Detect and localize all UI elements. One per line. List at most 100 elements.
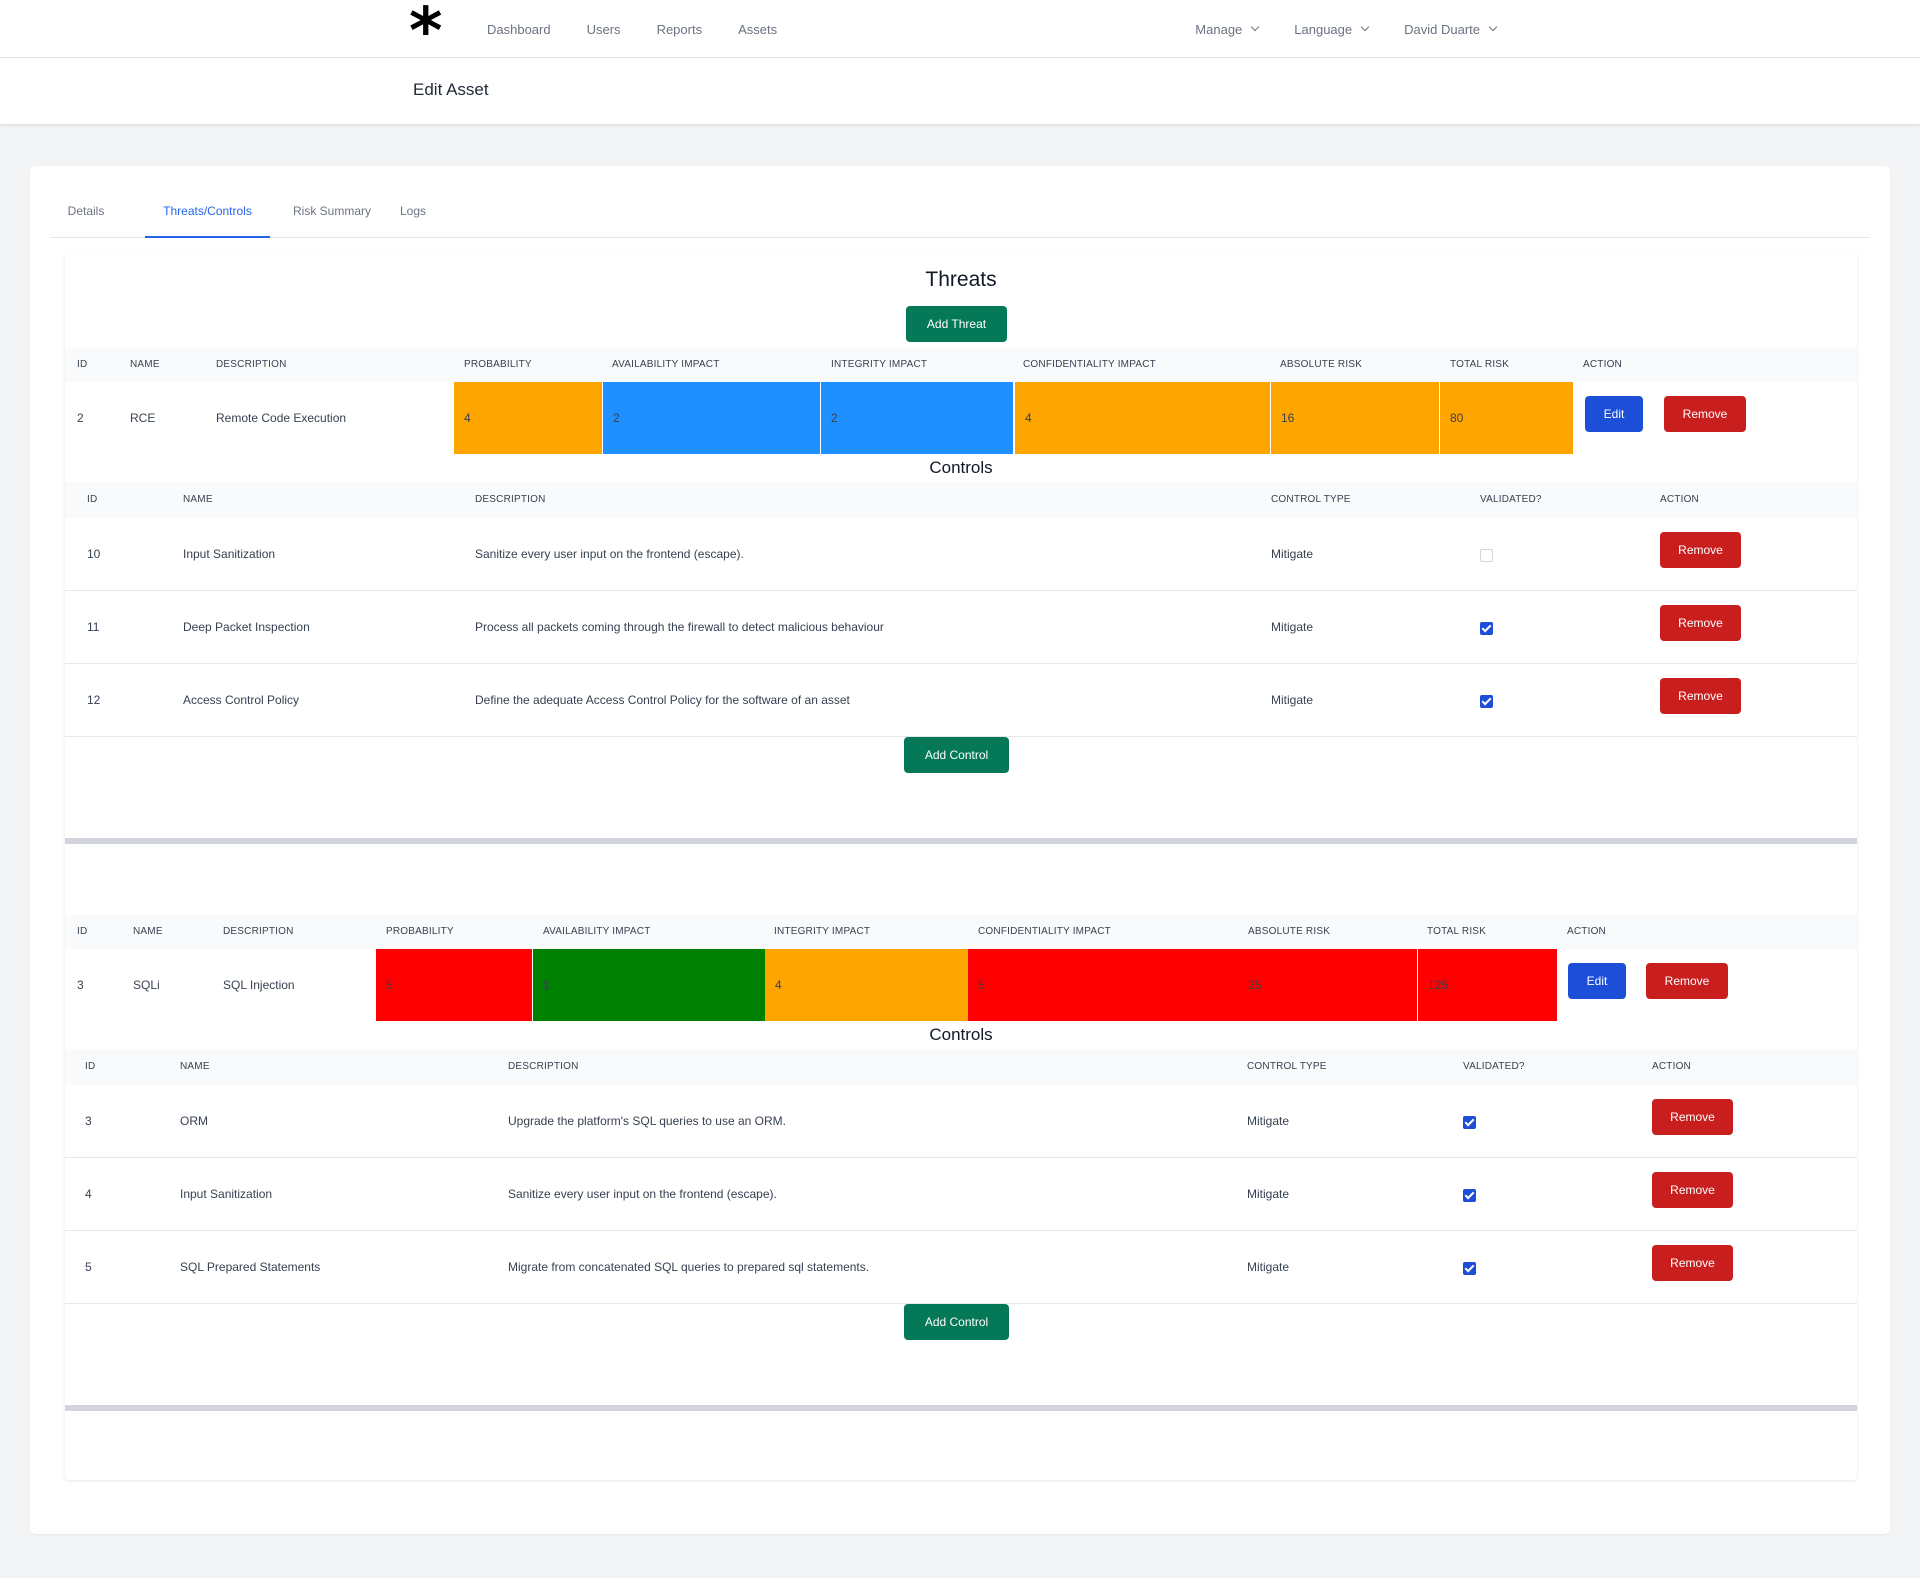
controls-title: Controls — [929, 458, 993, 477]
column-header: ACTION — [1660, 494, 1699, 505]
tab-bar: Details Threats/Controls Risk Summary Lo… — [50, 196, 1870, 238]
chevron-down-icon — [1360, 22, 1370, 32]
validated-checkbox[interactable] — [1463, 1189, 1476, 1202]
manage-label: Manage — [1195, 21, 1243, 37]
tab-details[interactable]: Details — [67, 204, 105, 218]
language-dropdown[interactable]: Language — [1294, 22, 1370, 37]
remove-control-button[interactable]: Remove — [1652, 1099, 1733, 1135]
control-name: Deep Packet Inspection — [183, 620, 310, 634]
threat-id: 3 — [77, 978, 84, 992]
threat-table-header: ID NAME DESCRIPTION PROBABILITY AVAILABILITY… — [65, 915, 1857, 949]
threat-probability-cell: 5 — [376, 949, 532, 1021]
page-title: Edit Asset — [413, 80, 489, 99]
remove-threat-button[interactable]: Remove — [1664, 396, 1746, 432]
column-header: TOTAL RISK — [1450, 359, 1510, 370]
remove-control-button[interactable]: Remove — [1652, 1245, 1733, 1281]
threat-description: Remote Code Execution — [216, 411, 347, 425]
nav-dropdowns: Manage Language David Duarte — [1159, 0, 1498, 58]
column-header: DESCRIPTION — [508, 1061, 579, 1072]
edit-threat-button[interactable]: Edit — [1585, 396, 1643, 432]
controls-title: Controls — [929, 1025, 993, 1044]
control-id: 3 — [85, 1114, 92, 1128]
threat-availability-cell: 2 — [603, 382, 820, 454]
column-header: INTEGRITY IMPACT — [831, 359, 928, 370]
control-id: 10 — [87, 547, 101, 561]
column-header: NAME — [130, 359, 160, 370]
column-header: CONTROL TYPE — [1271, 494, 1351, 505]
column-header: ID — [77, 359, 88, 370]
manage-dropdown[interactable]: Manage — [1195, 21, 1260, 37]
threat-confidentiality-cell: 4 — [1015, 382, 1270, 454]
validated-checkbox[interactable] — [1480, 622, 1493, 635]
validated-checkbox[interactable] — [1463, 1262, 1476, 1275]
column-header: ID — [85, 1061, 96, 1072]
column-header: ABSOLUTE RISK — [1280, 359, 1363, 370]
add-control-button[interactable]: Add Control — [904, 737, 1009, 773]
remove-control-button[interactable]: Remove — [1660, 678, 1741, 714]
nav-link-reports[interactable]: Reports — [656, 21, 703, 37]
control-row: 5 SQL Prepared Statements Migrate from con… — [65, 1231, 1857, 1304]
threat-probability-cell: 4 — [454, 382, 602, 454]
remove-control-button[interactable]: Remove — [1660, 532, 1741, 568]
threats-title: Threats — [925, 268, 997, 291]
tab-logs[interactable]: Logs — [399, 204, 427, 218]
nav-links: Dashboard Users Reports Assets — [487, 0, 813, 58]
threat-id: 2 — [77, 411, 84, 425]
threat-row: 2 RCE Remote Code Execution 4 2 2 4 16 80 Edit Rem… — [65, 382, 1857, 454]
column-header: ABSOLUTE RISK — [1248, 926, 1331, 937]
column-header: NAME — [133, 926, 163, 937]
column-header: CONFIDENTIALITY IMPACT — [1023, 359, 1156, 370]
tab-risk-summary[interactable]: Risk Summary — [292, 204, 371, 218]
validated-checkbox[interactable] — [1480, 549, 1493, 562]
remove-control-button[interactable]: Remove — [1660, 605, 1741, 641]
threat-availability-cell: 1 — [533, 949, 765, 1021]
control-row: 3 ORM Upgrade the platform's SQL queries t… — [65, 1085, 1857, 1158]
control-row: 11 Deep Packet Inspection Process all pack… — [65, 591, 1857, 664]
control-row: 12 Access Control Policy Define the adequa… — [65, 664, 1857, 737]
control-description: Define the adequate Access Control Polic… — [475, 693, 850, 707]
column-header: ACTION — [1583, 359, 1622, 370]
column-header: PROBABILITY — [386, 926, 454, 937]
control-id: 5 — [85, 1260, 92, 1274]
control-name: Input Sanitization — [180, 1187, 273, 1201]
top-navbar: * Dashboard Users Reports Assets Manage … — [0, 0, 1920, 64]
threat-total-cell: 125 — [1418, 949, 1557, 1021]
add-threat-button[interactable]: Add Threat — [906, 306, 1007, 342]
control-id: 4 — [85, 1187, 92, 1201]
control-description: Upgrade the platform's SQL queries to us… — [508, 1114, 786, 1128]
threat-name: SQLi — [133, 978, 160, 992]
remove-control-button[interactable]: Remove — [1652, 1172, 1733, 1208]
column-header: NAME — [183, 494, 213, 505]
tab-threats-controls[interactable]: Threats/Controls — [145, 196, 270, 238]
nav-link-assets[interactable]: Assets — [738, 21, 778, 37]
control-description: Migrate from concatenated SQL queries to… — [508, 1260, 870, 1274]
threat-integrity-cell: 2 — [821, 382, 1013, 454]
threat-description: SQL Injection — [223, 978, 295, 992]
column-header: AVAILABILITY IMPACT — [612, 359, 720, 370]
remove-threat-button[interactable]: Remove — [1646, 963, 1728, 999]
control-description: Sanitize every user input on the fronten… — [508, 1187, 777, 1201]
validated-checkbox[interactable] — [1463, 1116, 1476, 1129]
control-name: SQL Prepared Statements — [180, 1260, 321, 1274]
threat-absolute-cell: 16 — [1271, 382, 1439, 454]
threats-panel: Threats Add Threat ID NAME DESCRIPTION PROB… — [65, 252, 1857, 1480]
main-card: Details Threats/Controls Risk Summary Lo… — [30, 166, 1890, 1534]
nav-link-dashboard[interactable]: Dashboard — [487, 21, 551, 37]
section-divider — [65, 1405, 1857, 1411]
user-menu-dropdown[interactable]: David Duarte — [1404, 22, 1498, 37]
control-type: Mitigate — [1271, 693, 1314, 707]
column-header: ID — [77, 926, 88, 937]
column-header: NAME — [180, 1061, 210, 1072]
add-control-button[interactable]: Add Control — [904, 1304, 1009, 1340]
column-header: ID — [87, 494, 98, 505]
column-header: DESCRIPTION — [216, 359, 287, 370]
validated-checkbox[interactable] — [1480, 695, 1493, 708]
column-header: DESCRIPTION — [223, 926, 294, 937]
column-header: CONFIDENTIALITY IMPACT — [978, 926, 1111, 937]
nav-link-users[interactable]: Users — [586, 21, 621, 37]
column-header: TOTAL RISK — [1427, 926, 1487, 937]
edit-threat-button[interactable]: Edit — [1568, 963, 1626, 999]
control-type: Mitigate — [1247, 1187, 1290, 1201]
control-description: Process all packets coming through the f… — [475, 620, 884, 634]
logo-icon[interactable]: * — [409, 0, 443, 69]
